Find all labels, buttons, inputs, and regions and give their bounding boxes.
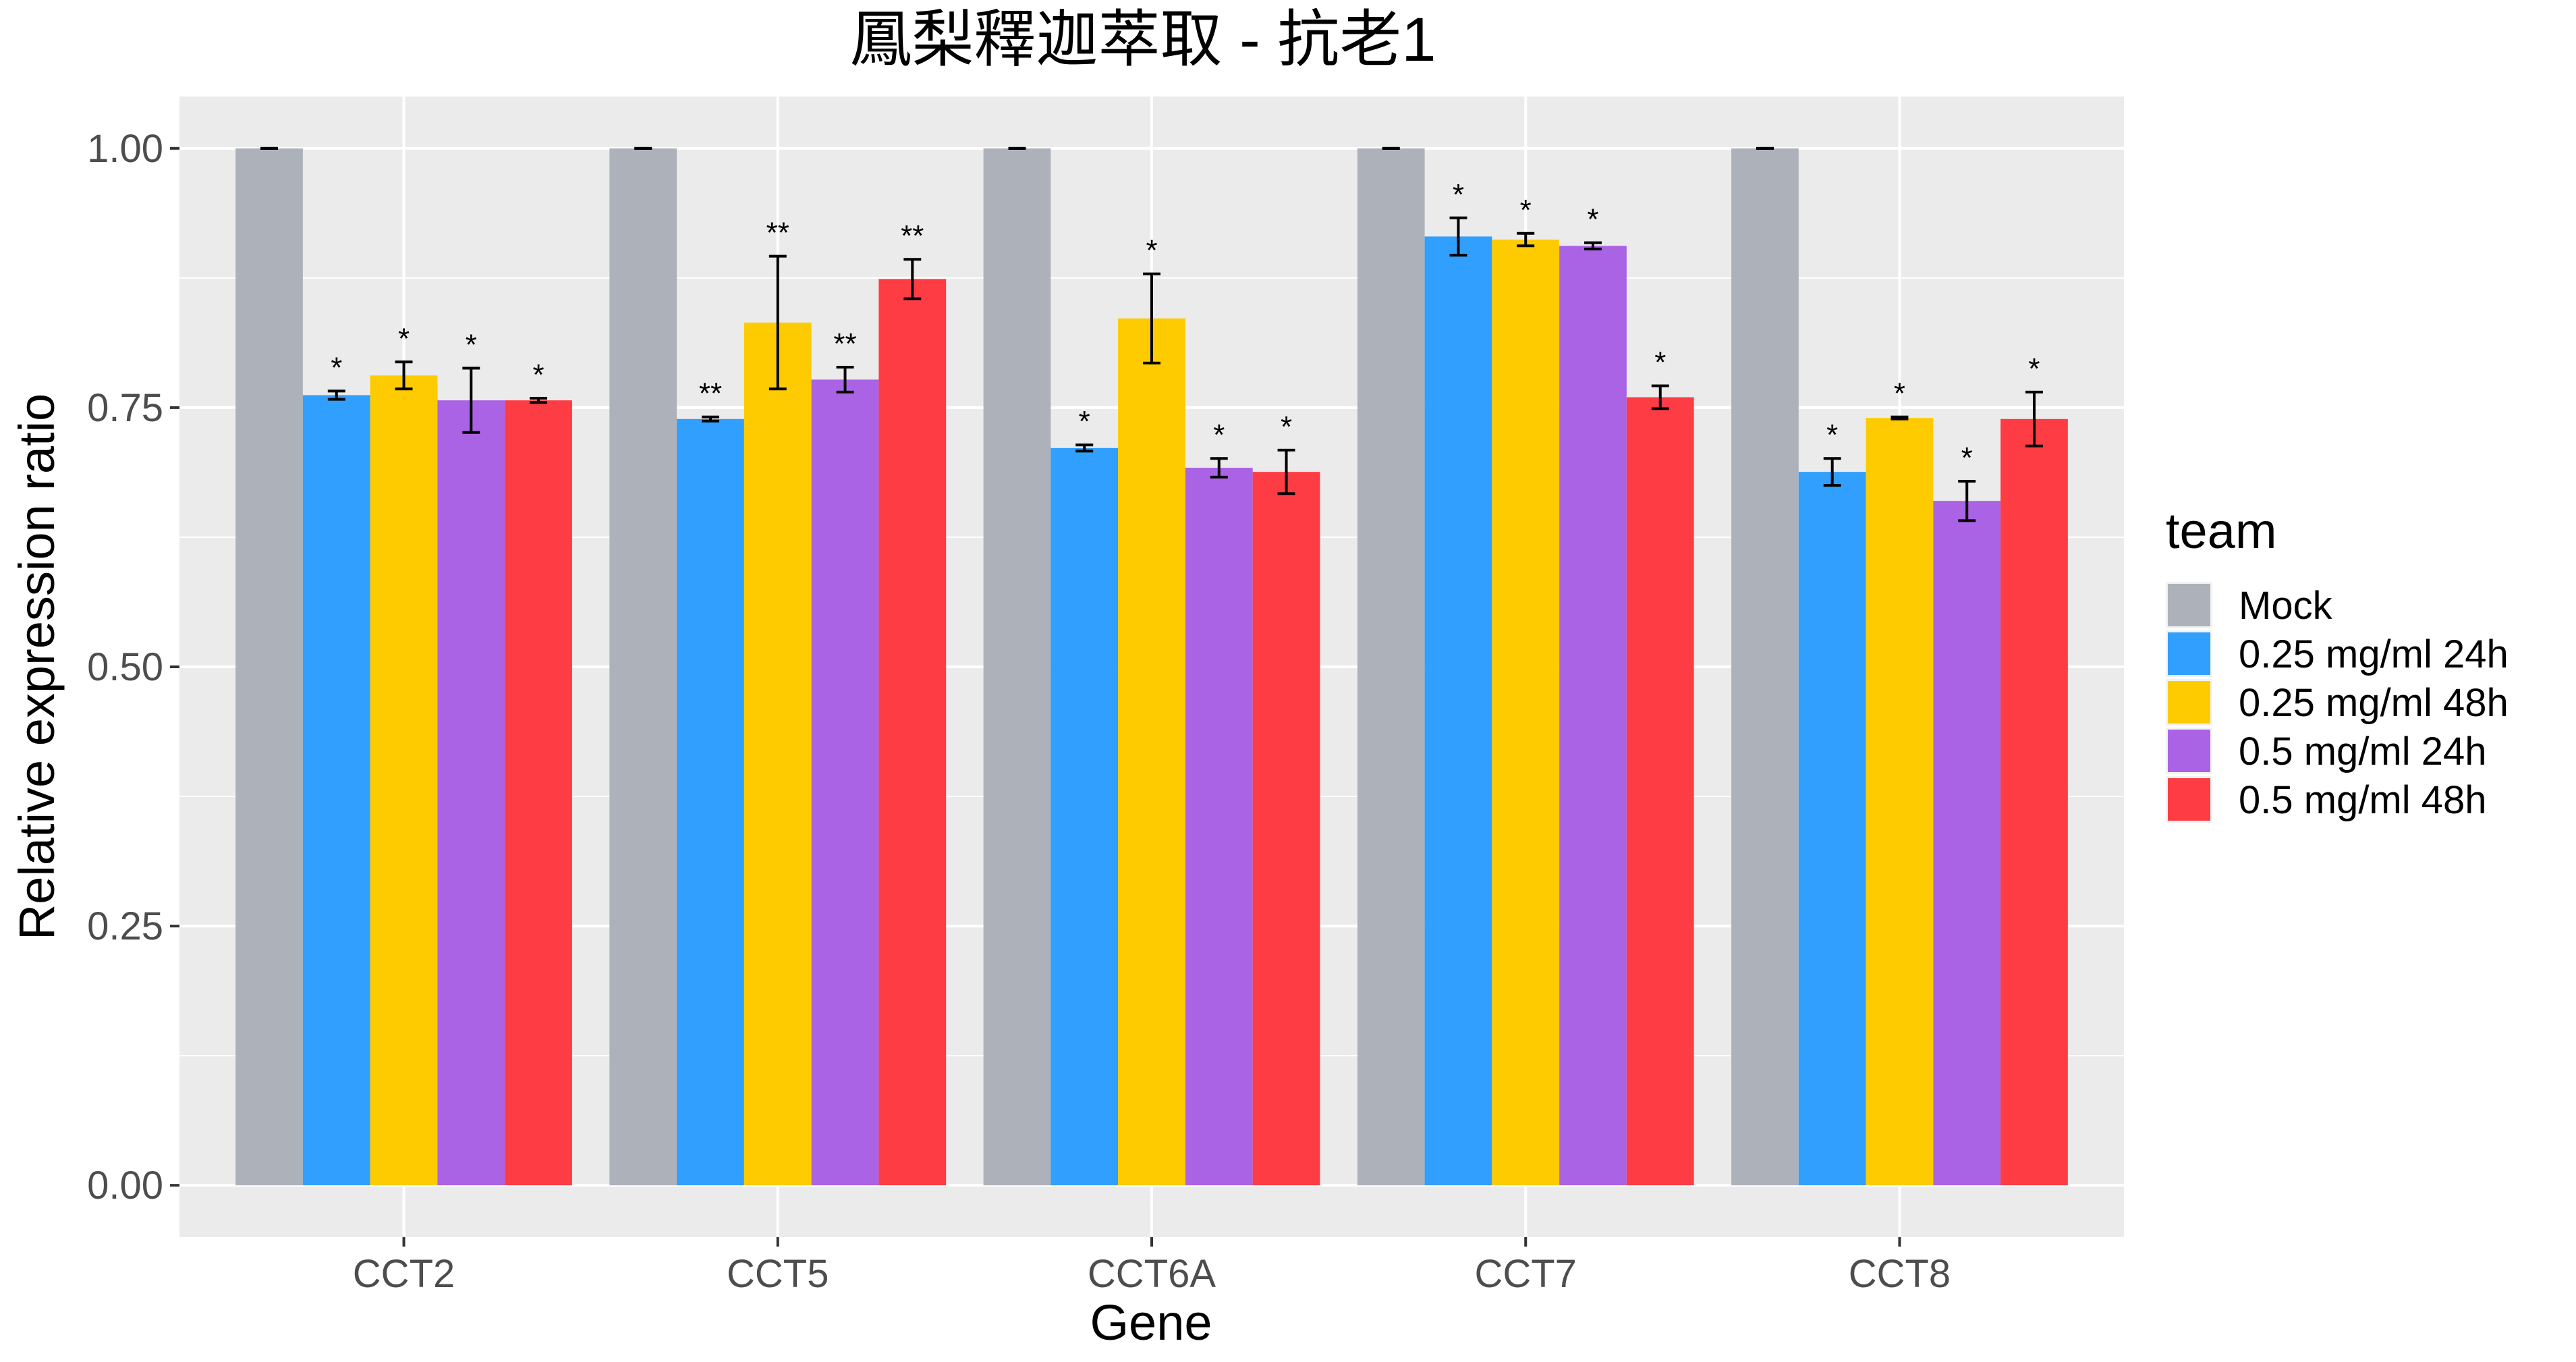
significance-label: ** [901,219,924,252]
bar [2000,418,2068,1186]
y-tick-labels: 0.00 0.25 0.50 0.75 1.00 [87,127,163,1207]
x-tick-label: CCT2 [353,1252,455,1296]
y-tick-label: 0.25 [87,904,163,948]
significance-label: * [2028,352,2040,385]
significance-label: * [1894,377,1905,410]
bar [811,379,879,1186]
x-tick-label: CCT8 [1849,1252,1951,1296]
significance-label: * [1587,203,1598,236]
significance-label: * [1281,410,1292,443]
legend-label: 0.5 mg/ml 24h [2239,730,2487,773]
significance-label: * [1453,178,1464,211]
significance-label: * [1826,418,1838,452]
bar [370,375,438,1186]
legend-label: Mock [2239,584,2333,628]
legend-swatch [2168,584,2210,626]
significance-label: * [398,322,410,355]
bar [878,279,947,1186]
significance-label: * [1146,234,1157,267]
legend-swatch [2168,730,2210,772]
x-tick-labels: CCT2 CCT5 CCT6A CCT7 CCT8 [353,1252,1951,1296]
significance-label: ** [766,217,789,250]
y-tick-label: 0.75 [87,386,163,430]
bar [302,395,370,1186]
bar [437,400,505,1186]
legend-label: 0.5 mg/ml 48h [2239,778,2487,822]
y-tick-label: 1.00 [87,127,163,171]
legend-label: 0.25 mg/ml 48h [2239,681,2509,725]
bar [1185,468,1253,1186]
y-axis-title: Relative expression ratio [9,393,65,940]
significance-label: ** [833,327,856,360]
bar [1118,318,1185,1186]
legend-label: 0.25 mg/ml 24h [2239,632,2509,676]
legend-swatch [2168,778,2210,821]
significance-label: * [1961,441,1973,474]
significance-label: * [1079,405,1090,438]
bar [1866,418,1934,1186]
x-axis-title: Gene [1090,1295,1212,1351]
bar [677,418,744,1186]
significance-label: * [466,329,477,362]
bar [983,148,1051,1186]
bar [1357,148,1425,1186]
significance-label: * [532,358,544,391]
x-tick-label: CCT5 [727,1252,829,1296]
significance-label: * [331,351,342,384]
legend-title: team [2166,503,2277,559]
significance-label: * [1520,194,1532,227]
bar [1051,447,1119,1186]
bars: ************* ********** * [235,146,2068,1186]
bar [1424,236,1492,1186]
significance-label: * [1654,346,1666,379]
bar [1492,240,1560,1186]
x-tick-label: CCT7 [1474,1252,1576,1296]
legend-swatch [2168,681,2210,724]
x-tick-label: CCT6A [1088,1252,1216,1296]
y-tick-label: 0.50 [87,645,163,689]
bar [1559,246,1627,1186]
bar [1626,397,1694,1186]
legend-swatch [2168,632,2210,675]
bar [1933,501,2001,1186]
significance-label: ** [699,377,722,410]
bar [505,400,572,1186]
bar [1798,472,1866,1186]
significance-label: * [1213,418,1225,452]
bar [609,148,677,1186]
chart-title: 鳳梨釋迦萃取 - 抗老1 [850,5,1436,74]
bar [235,148,303,1186]
bar [1731,148,1799,1186]
y-tick-label: 0.00 [87,1164,163,1207]
bar [1252,472,1320,1186]
bar [744,322,812,1186]
